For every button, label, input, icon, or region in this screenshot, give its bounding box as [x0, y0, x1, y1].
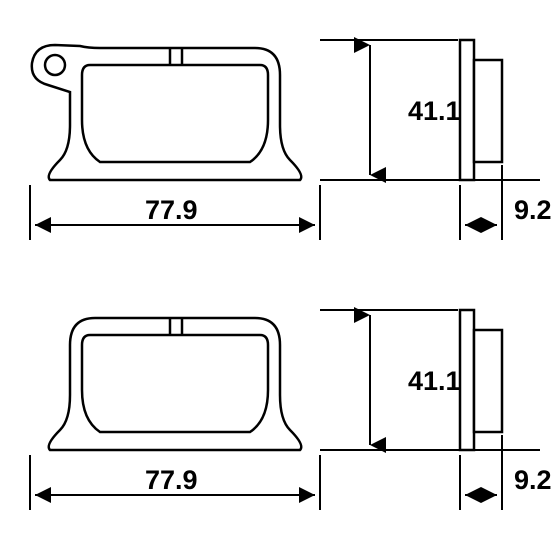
top-thickness-label: 9.2	[514, 195, 552, 226]
top-pad-side	[460, 40, 502, 180]
bottom-thickness-label: 9.2	[514, 465, 552, 496]
top-width-label: 77.9	[145, 195, 198, 226]
diagram-container: 41.1 77.9 9.2 41.1 77.9 9.2	[0, 0, 560, 542]
bottom-pad-front	[49, 318, 302, 450]
bottom-pad-side	[460, 310, 502, 450]
bottom-width-label: 77.9	[145, 465, 198, 496]
top-pad-front	[32, 45, 301, 180]
bottom-height-label: 41.1	[408, 366, 461, 397]
technical-drawing-svg	[0, 0, 560, 542]
top-height-label: 41.1	[408, 96, 461, 127]
